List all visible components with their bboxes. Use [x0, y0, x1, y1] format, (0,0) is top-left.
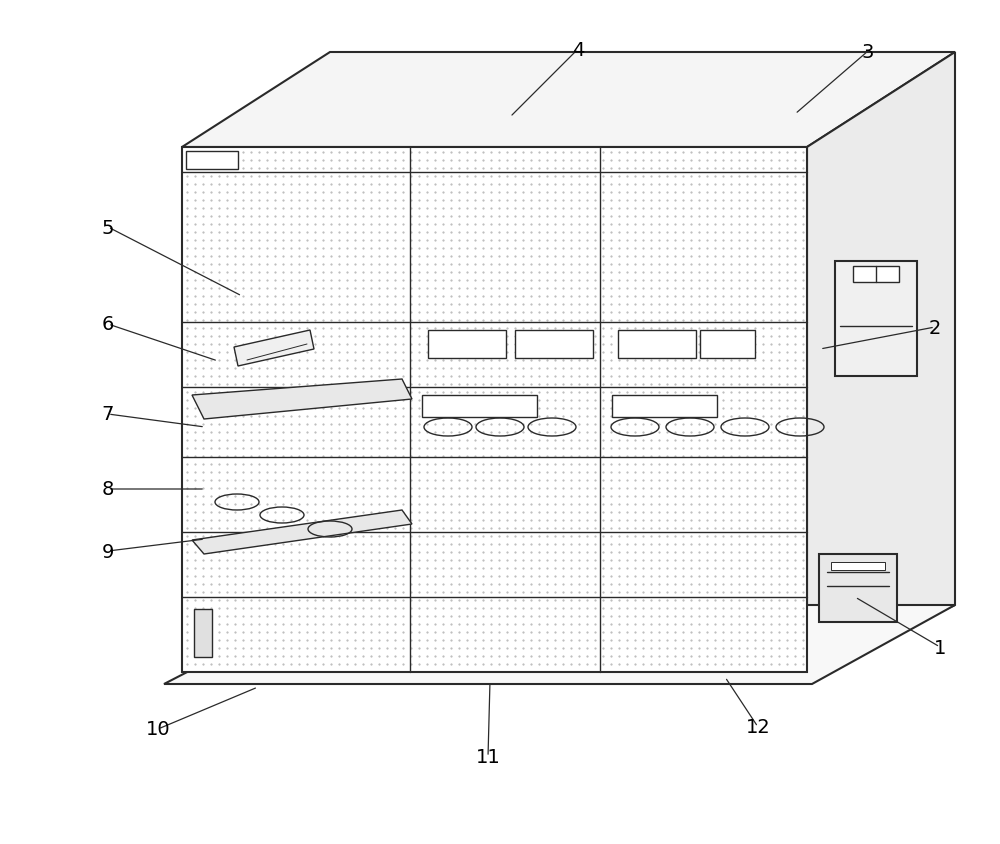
Bar: [194, 609, 212, 657]
Text: 6: 6: [102, 315, 114, 334]
Text: 7: 7: [102, 405, 114, 424]
Text: 8: 8: [102, 480, 114, 499]
Polygon shape: [234, 331, 314, 366]
Bar: [515, 331, 593, 359]
Text: 2: 2: [929, 318, 941, 337]
Text: 10: 10: [146, 720, 170, 738]
Bar: [612, 396, 717, 418]
Text: 11: 11: [476, 748, 500, 766]
Polygon shape: [807, 53, 955, 672]
Bar: [618, 331, 696, 359]
Bar: [853, 267, 899, 283]
Polygon shape: [164, 605, 955, 684]
Text: 5: 5: [102, 219, 114, 237]
Bar: [186, 152, 238, 170]
Polygon shape: [192, 380, 412, 419]
Bar: [819, 555, 897, 622]
Bar: [700, 331, 755, 359]
Text: 1: 1: [934, 638, 946, 657]
Polygon shape: [182, 148, 807, 672]
Text: 12: 12: [746, 717, 770, 737]
Bar: [831, 562, 885, 571]
Text: 9: 9: [102, 542, 114, 560]
Bar: [428, 331, 506, 359]
Text: 3: 3: [862, 42, 874, 62]
Polygon shape: [182, 53, 955, 148]
Bar: [835, 262, 917, 376]
Polygon shape: [192, 511, 412, 555]
Bar: [422, 396, 537, 418]
Text: 4: 4: [572, 41, 584, 59]
